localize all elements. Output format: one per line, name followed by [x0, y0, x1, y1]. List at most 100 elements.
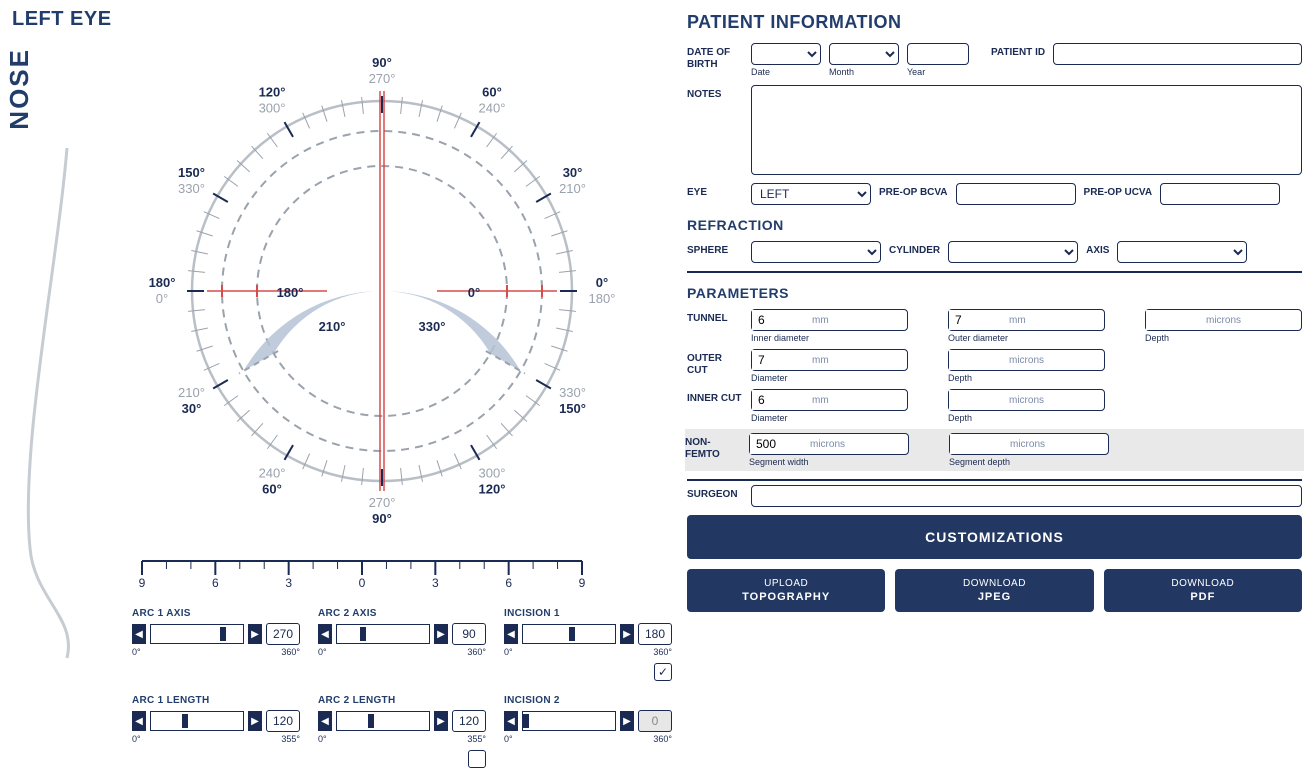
surgeon-input[interactable]	[751, 485, 1302, 507]
slider-title: INCISION 1	[504, 608, 672, 619]
slider-inc-button[interactable]: ▶	[248, 624, 262, 644]
svg-text:240°: 240°	[259, 466, 286, 481]
inner-cut-label: INNER CUT	[687, 389, 743, 405]
slider-track[interactable]	[522, 711, 616, 731]
svg-text:0°: 0°	[468, 285, 480, 300]
notes-textarea[interactable]	[751, 85, 1302, 175]
sphere-select[interactable]	[751, 241, 881, 263]
svg-text:270°: 270°	[369, 71, 396, 86]
svg-text:240°: 240°	[479, 100, 506, 115]
svg-text:90°: 90°	[372, 55, 392, 70]
nose-outline	[12, 148, 92, 668]
svg-text:6: 6	[212, 576, 219, 590]
slider-inc-button[interactable]: ▶	[434, 711, 448, 731]
inner-cut-depth-input[interactable]: microns	[948, 389, 1105, 411]
slider-title: ARC 2 LENGTH	[318, 695, 486, 706]
svg-text:60°: 60°	[262, 482, 282, 497]
svg-text:150°: 150°	[559, 401, 586, 416]
patient-info-heading: PATIENT INFORMATION	[687, 12, 1302, 33]
tunnel-outer-input[interactable]: mm	[948, 309, 1105, 331]
outer-cut-label: OUTER CUT	[687, 349, 743, 377]
outer-cut-dia-input[interactable]: mm	[751, 349, 908, 371]
dob-month-select[interactable]	[829, 43, 899, 65]
svg-text:180°: 180°	[589, 291, 616, 306]
svg-text:150°: 150°	[178, 165, 205, 180]
tunnel-inner-input[interactable]: mm	[751, 309, 908, 331]
ucva-label: PRE-OP UCVA	[1084, 183, 1153, 198]
slider-value[interactable]: 270	[266, 623, 300, 645]
non-femto-label: NON-FEMTO	[685, 433, 741, 461]
slider-dec-button[interactable]: ◀	[318, 711, 332, 731]
slider-inc-button[interactable]: ▶	[620, 624, 634, 644]
cylinder-label: CYLINDER	[889, 241, 940, 256]
customizations-button[interactable]: CUSTOMIZATIONS	[687, 515, 1302, 559]
slider-inc-button[interactable]: ▶	[248, 711, 262, 731]
outer-cut-depth-input[interactable]: microns	[948, 349, 1105, 371]
nose-label: NOSE	[4, 48, 35, 130]
dob-year-sub: Year	[907, 67, 969, 77]
slider-value[interactable]: 180	[638, 623, 672, 645]
eye-dial: 90°270°60°240°30°210°0°180°330°150°300°1…	[102, 31, 662, 551]
svg-text:330°: 330°	[559, 385, 586, 400]
ucva-input[interactable]	[1160, 183, 1280, 205]
slider-value[interactable]: 90	[452, 623, 486, 645]
slider-value[interactable]: 120	[452, 710, 486, 732]
nf-depth-input[interactable]: microns	[949, 433, 1109, 455]
cylinder-select[interactable]	[948, 241, 1078, 263]
slider-track[interactable]	[336, 711, 430, 731]
patient-id-label: PATIENT ID	[991, 43, 1045, 58]
svg-text:300°: 300°	[259, 100, 286, 115]
refraction-heading: REFRACTION	[687, 217, 1302, 233]
bcva-label: PRE-OP BCVA	[879, 183, 948, 198]
slider-value[interactable]: 120	[266, 710, 300, 732]
slider-track[interactable]	[522, 624, 616, 644]
svg-text:120°: 120°	[259, 84, 286, 99]
dob-month-sub: Month	[829, 67, 899, 77]
dob-year-input[interactable]	[907, 43, 969, 65]
eye-label: EYE	[687, 183, 743, 199]
svg-text:3: 3	[285, 576, 292, 590]
slider-title: INCISION 2	[504, 695, 672, 706]
ruler: 9630369	[132, 557, 592, 591]
svg-text:330°: 330°	[419, 319, 446, 334]
tunnel-depth-input[interactable]: microns	[1145, 309, 1302, 331]
slider-value[interactable]: 0	[638, 710, 672, 732]
inner-cut-dia-input[interactable]: mm	[751, 389, 908, 411]
download-jpeg-button[interactable]: DOWNLOAD JPEG	[895, 569, 1093, 612]
slider-dec-button[interactable]: ◀	[504, 624, 518, 644]
dob-date-sub: Date	[751, 67, 821, 77]
svg-text:3: 3	[432, 576, 439, 590]
patient-id-input[interactable]	[1053, 43, 1302, 65]
slider-title: ARC 1 LENGTH	[132, 695, 300, 706]
slider-dec-button[interactable]: ◀	[318, 624, 332, 644]
slider-dec-button[interactable]: ◀	[504, 711, 518, 731]
download-pdf-button[interactable]: DOWNLOAD PDF	[1104, 569, 1302, 612]
bcva-input[interactable]	[956, 183, 1076, 205]
upload-topography-button[interactable]: UPLOAD TOPOGRAPHY	[687, 569, 885, 612]
slider-inc-button[interactable]: ▶	[434, 624, 448, 644]
slider-track[interactable]	[150, 624, 244, 644]
svg-text:9: 9	[579, 576, 586, 590]
svg-text:210°: 210°	[178, 385, 205, 400]
dob-date-select[interactable]	[751, 43, 821, 65]
eye-select[interactable]: LEFT	[751, 183, 871, 205]
dob-label: DATE OF BIRTH	[687, 43, 743, 71]
nf-width-input[interactable]: microns	[749, 433, 909, 455]
slider-title: ARC 1 AXIS	[132, 608, 300, 619]
slider-inc-button[interactable]: ▶	[620, 711, 634, 731]
axis-select[interactable]	[1117, 241, 1247, 263]
slider-track[interactable]	[150, 711, 244, 731]
svg-text:270°: 270°	[369, 495, 396, 510]
slider-dec-button[interactable]: ◀	[132, 711, 146, 731]
slider-dec-button[interactable]: ◀	[132, 624, 146, 644]
axis-label: AXIS	[1086, 241, 1109, 256]
svg-text:180°: 180°	[149, 275, 176, 290]
svg-text:60°: 60°	[482, 84, 502, 99]
divider	[687, 479, 1302, 481]
slider-checkbox[interactable]	[468, 750, 486, 768]
svg-text:120°: 120°	[479, 482, 506, 497]
slider-track[interactable]	[336, 624, 430, 644]
slider-checkbox[interactable]: ✓	[654, 663, 672, 681]
notes-label: NOTES	[687, 85, 743, 101]
sphere-label: SPHERE	[687, 241, 743, 257]
